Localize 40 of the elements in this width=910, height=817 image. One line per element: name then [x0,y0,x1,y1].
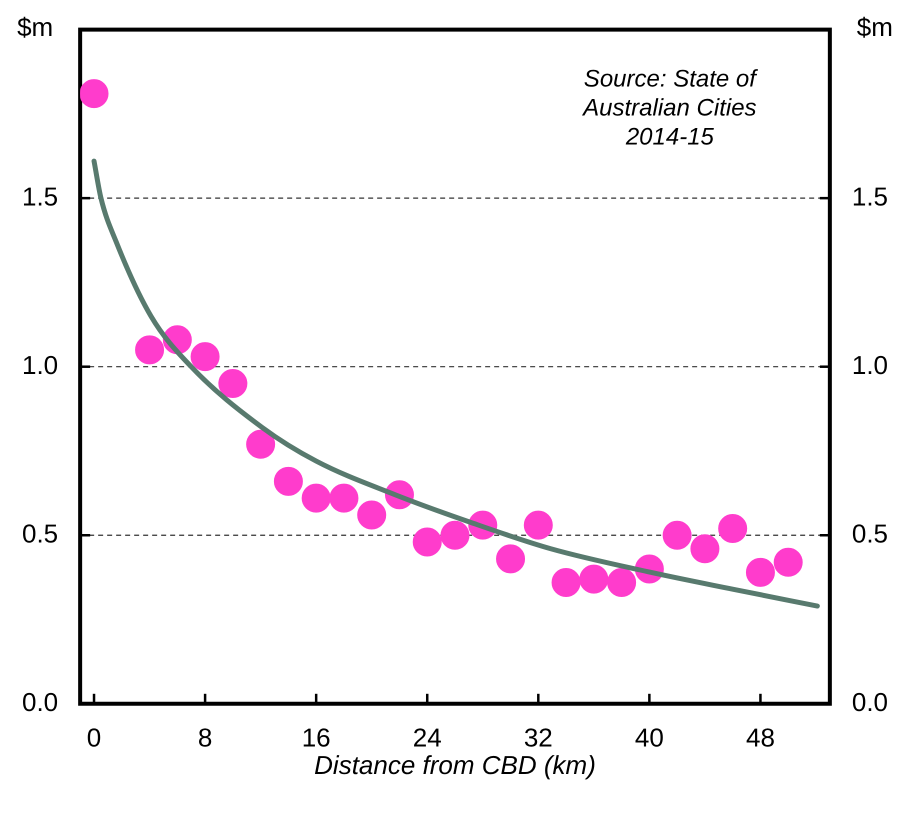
point [718,514,748,544]
point [524,510,553,540]
point [774,548,803,577]
y2-tick-label: 1.0 [852,350,888,380]
y-tick-label: 0.0 [22,686,58,717]
point [135,335,164,364]
point [246,430,276,459]
point [579,564,608,594]
point [690,534,720,564]
point [190,342,220,372]
point [80,79,109,108]
point [357,500,386,530]
point [274,466,303,496]
x-tick-label: 8 [198,722,212,753]
x-tick-label: 16 [302,722,331,753]
point [607,568,636,597]
point [302,484,331,513]
x-tick-label: 24 [412,722,442,753]
x-tick-label: 32 [524,722,553,753]
point [440,520,470,550]
y-tick-label: 0.5 [22,518,58,548]
y-tick-label: 1.0 [22,350,58,380]
point [218,369,248,398]
annotation: Source: State of Australian Cities 2014-15 [581,65,758,150]
x-tick-label: 0 [86,722,102,753]
y2-tick-label: 0.0 [852,686,888,717]
x-tick-label: 48 [746,722,775,753]
point [662,520,692,550]
point [496,544,526,574]
x-axis-title: Distance from CBD (km) [314,750,596,780]
y-tick-label: 1.5 [22,181,58,212]
y2-tick-label: 0.5 [852,518,888,548]
point [746,558,775,587]
y2-axis-title: $m [856,12,893,42]
x-tick-label: 40 [634,722,664,753]
point [329,484,358,513]
y-axis-title: $m [17,12,54,42]
point [412,527,442,556]
y2-tick-label: 1.5 [852,181,888,212]
point [552,568,581,597]
